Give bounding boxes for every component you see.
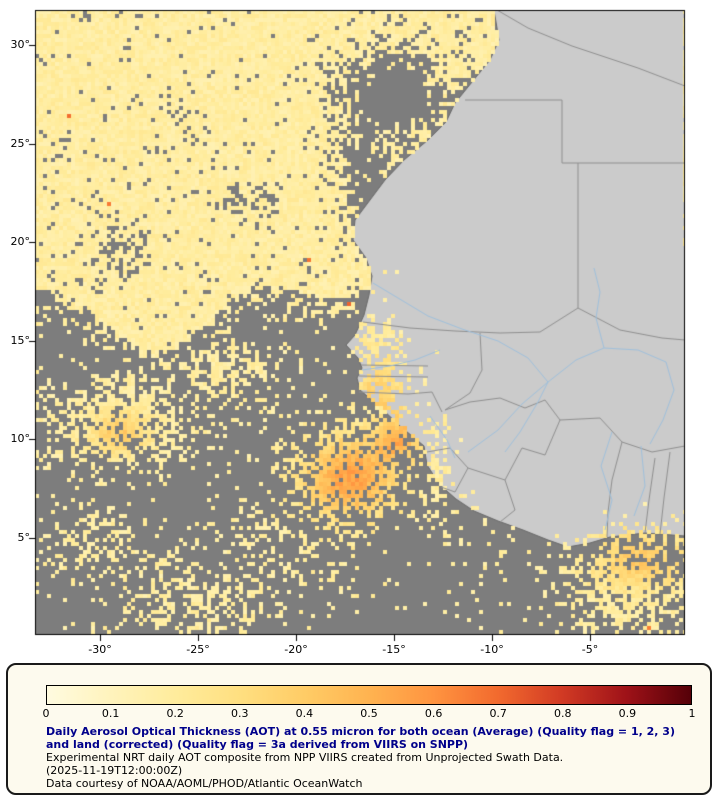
colorbar-tick-label: 0.6 bbox=[424, 707, 443, 720]
colorbar-tick-label: 0.5 bbox=[360, 707, 378, 720]
colorbar-tick-label: 0.9 bbox=[618, 707, 637, 720]
colorbar-tick-label: 0.7 bbox=[489, 707, 507, 720]
colorbar-tick-label: 0.2 bbox=[166, 707, 184, 720]
legend-caption: Daily Aerosol Optical Thickness (AOT) at… bbox=[46, 725, 690, 790]
colorbar-tick-label: 0.8 bbox=[554, 707, 572, 720]
map-area: 30° 25° 20° 15° 10° 5° -30° -25° -20° -15° -10° -5° bbox=[0, 0, 720, 660]
colorbar-tick-label: 0.4 bbox=[295, 707, 314, 720]
aot-map-canvas bbox=[0, 0, 720, 660]
colorbar-gradient bbox=[46, 685, 692, 705]
colorbar-tick-label: 0 bbox=[42, 707, 50, 720]
legend-title: Daily Aerosol Optical Thickness (AOT) at… bbox=[46, 725, 675, 751]
colorbar-tick-label: 1 bbox=[688, 707, 696, 720]
legend-box: 0 0.1 0.2 0.3 0.4 0.5 0.6 0.7 0.8 0.9 1 Daily Aero… bbox=[6, 663, 712, 795]
colorbar-tick-label: 0.3 bbox=[231, 707, 249, 720]
legend-timestamp: (2025-11-19T12:00:00Z) bbox=[46, 764, 183, 777]
legend-credit: Data courtesy of NOAA/AOML/PHOD/Atlantic… bbox=[46, 777, 363, 790]
colorbar-scale: 0 0.1 0.2 0.3 0.4 0.5 0.6 0.7 0.8 0.9 1 bbox=[8, 665, 714, 725]
colorbar-tick-label: 0.1 bbox=[101, 707, 120, 720]
legend-description: Experimental NRT daily AOT composite fro… bbox=[46, 751, 564, 764]
